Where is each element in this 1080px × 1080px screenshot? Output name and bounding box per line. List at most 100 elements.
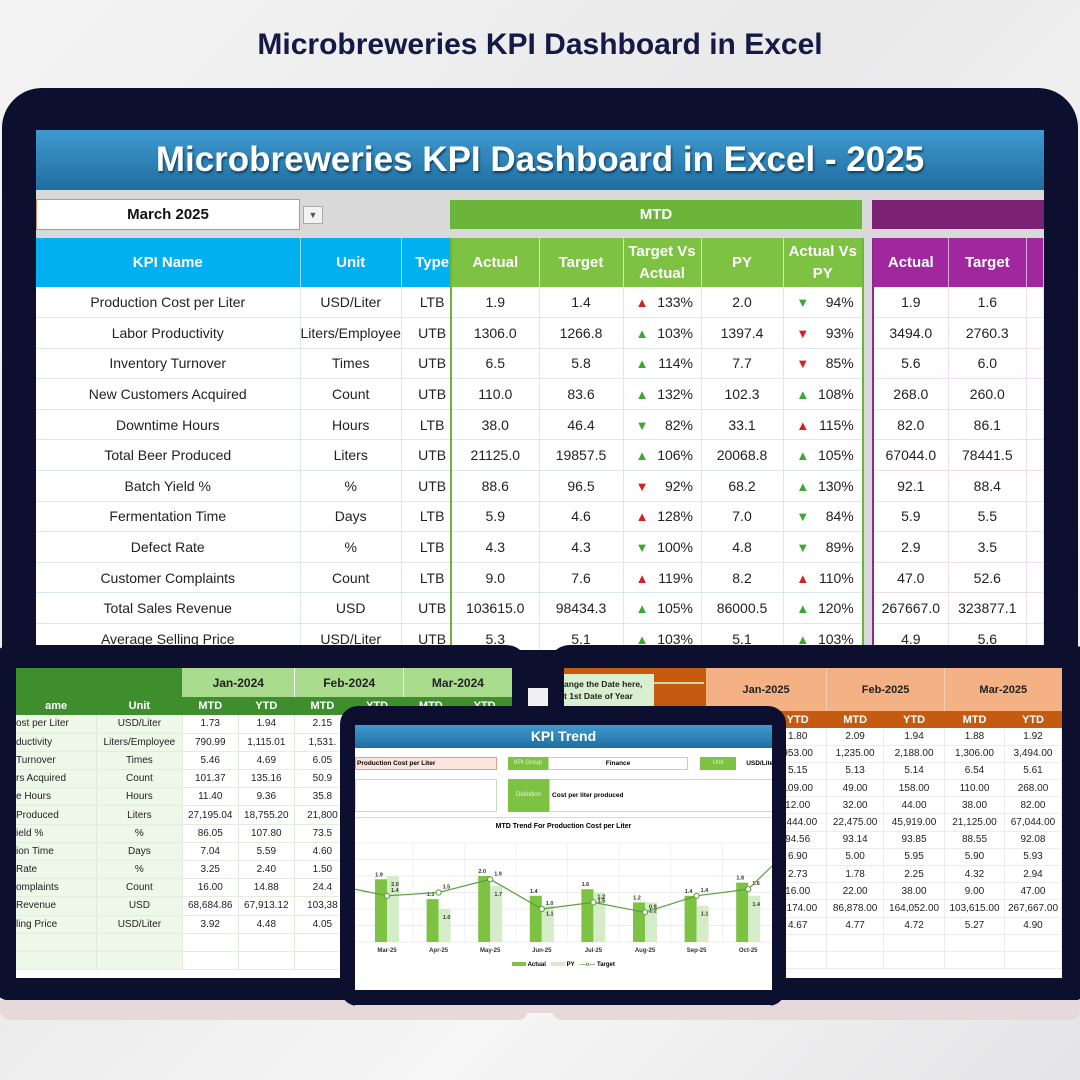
ytd-row: 2.9 3.5	[873, 531, 1044, 563]
actual-cell: 1.94	[883, 728, 946, 746]
label-py: 1.0	[443, 915, 451, 921]
kpi-trend-title: KPI Trend	[355, 725, 772, 748]
label-actual: 1.2	[633, 895, 641, 901]
mtd-target: 1266.8	[539, 317, 624, 349]
month-select[interactable]: March 2025	[36, 199, 300, 230]
x-tick-label: Jun-25	[532, 948, 552, 954]
label-target: 1.5	[443, 885, 451, 891]
bar-actual	[426, 899, 439, 942]
mtd-actual: 9.0	[451, 562, 540, 594]
ytd-actual: 82.0	[873, 409, 949, 441]
py-cell: ion Time	[16, 842, 97, 862]
kpi-name: Labor Productivity	[36, 317, 301, 349]
kpi-name: Total Sales Revenue	[36, 592, 301, 625]
actual-cell	[826, 951, 885, 970]
mtd-row: 110.0 83.6 ▲ 132% 102.3 ▲ 108%	[451, 378, 864, 410]
py-cell: ield %	[16, 824, 97, 843]
ytd-target: 86.1	[948, 409, 1028, 441]
mtd-py: 4.8	[701, 531, 784, 563]
label-py: 1.2	[649, 908, 657, 914]
ytd-more	[1026, 562, 1044, 594]
kpi-name: Downtime Hours	[36, 409, 301, 441]
kpi-unit: Count	[300, 562, 402, 594]
py-cell: 11.40	[182, 787, 239, 807]
label-target: 1.9	[494, 871, 502, 877]
mtd-avp: ▲ 115%	[783, 409, 864, 441]
actual-sheet-table: Jan-2025 Feb-2025 Mar-2025 YTD MTD YTD MTD Y…	[706, 668, 1062, 970]
mtd-target: 96.5	[539, 470, 624, 502]
callout-pointer	[654, 682, 704, 684]
actual-cell	[826, 934, 885, 952]
mtd-row: 21125.0 19857.5 ▲ 106% 20068.8 ▲ 105%	[451, 439, 864, 472]
actual-cell: 1.88	[944, 728, 1005, 746]
chevron-down-icon[interactable]: ▼	[303, 206, 323, 224]
header-mtd-target: Target	[539, 238, 624, 287]
mtd-actual: 88.6	[451, 470, 540, 502]
bar-py	[438, 909, 451, 942]
mtd-tva: ▼ 82%	[623, 409, 702, 441]
triangle-down-icon: ▼	[796, 325, 810, 341]
actual-cell: 38.00	[883, 882, 946, 901]
mtd-avp-percent: 115%	[818, 416, 854, 433]
ytd-more	[1026, 531, 1044, 563]
label-target: 1.6	[752, 881, 760, 887]
kpi-group-label: KPI Group	[508, 757, 548, 770]
mtd-avp-percent: 130%	[817, 477, 854, 494]
date-note-line-1: ange the Date here,	[564, 679, 643, 689]
mtd-target: 5.8	[539, 348, 624, 380]
mtd-avp-percent: 120%	[817, 600, 854, 617]
ytd-row: 1.9 1.6	[873, 287, 1044, 319]
py-month-jan: Jan-2024	[182, 668, 295, 697]
actual-cell: 47.00	[1004, 882, 1062, 901]
triangle-up-icon: ▲	[796, 417, 810, 433]
py-cell: 9.36	[238, 787, 296, 807]
header-ytd-target: Target	[948, 238, 1028, 287]
actual-cell: 4.72	[883, 917, 946, 935]
py-cell: omplaints	[16, 878, 97, 898]
triangle-up-icon: ▲	[635, 325, 649, 341]
kpi-name: Total Beer Produced	[36, 439, 301, 472]
py-cell: 86.05	[182, 824, 239, 843]
mtd-avp-percent: 93%	[825, 324, 854, 341]
label-target: 1.0	[546, 901, 554, 907]
py-cell	[16, 933, 97, 952]
mtd-row: 6.5 5.8 ▲ 114% 7.7 ▼ 85%	[451, 348, 864, 380]
actual-cell: 4.90	[1004, 917, 1062, 935]
legend-py-swatch	[550, 962, 565, 967]
py-cell: 1.73	[182, 715, 239, 734]
mtd-row: 88.6 96.5 ▼ 92% 68.2 ▲ 130%	[451, 470, 864, 502]
kpi-name-select[interactable]: Production Cost per Liter	[355, 757, 497, 770]
kpi-unit: Times	[300, 348, 402, 380]
actual-cell: 5.61	[1004, 762, 1062, 781]
ytd-more	[1026, 287, 1044, 319]
bar-actual	[581, 889, 594, 942]
ytd-actual: 92.1	[873, 470, 949, 502]
mtd-py: 102.3	[701, 378, 784, 410]
bar-actual	[684, 895, 697, 942]
mtd-row: 103615.0 98434.3 ▲ 105% 86000.5 ▲ 120%	[451, 592, 864, 625]
py-cell: 3.92	[182, 915, 239, 934]
kpi-row: Total Beer Produced Liters UTB	[36, 439, 464, 472]
actual-cell: 2.09	[826, 728, 885, 746]
mtd-actual: 21125.0	[451, 439, 540, 472]
py-cell: 68,684.86	[182, 896, 239, 916]
mtd-avp: ▲ 120%	[783, 592, 864, 625]
py-cell: Liters	[96, 805, 183, 825]
triangle-up-icon: ▲	[635, 601, 649, 617]
kpi-unit: %	[300, 470, 402, 502]
mtd-actual: 6.5	[451, 348, 540, 380]
mtd-actual: 1.9	[451, 287, 540, 319]
kpi-row: Inventory Turnover Times UTB	[36, 348, 464, 380]
actual-cell: 158.00	[883, 779, 946, 798]
actual-cell: 2.94	[1004, 865, 1062, 884]
py-cell	[238, 951, 296, 971]
ytd-actual: 3494.0	[873, 317, 949, 349]
bar-py	[748, 895, 761, 942]
kpi-name: Batch Yield %	[36, 470, 301, 502]
mtd-avp: ▲ 130%	[783, 470, 864, 502]
mtd-row: 38.0 46.4 ▼ 82% 33.1 ▲ 115%	[451, 409, 864, 441]
header-mtd-py: PY	[701, 238, 784, 287]
kpi-row: Production Cost per Liter USD/Liter LTB	[36, 287, 464, 319]
py-cell	[238, 933, 296, 952]
bar-actual	[736, 882, 749, 942]
